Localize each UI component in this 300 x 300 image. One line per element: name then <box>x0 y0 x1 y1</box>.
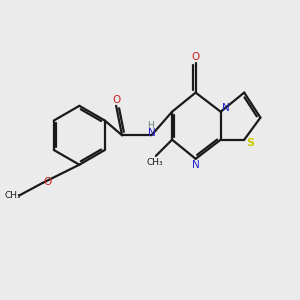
Text: O: O <box>44 176 52 187</box>
Text: N: N <box>192 160 200 170</box>
Text: N: N <box>222 103 230 113</box>
Text: CH₃: CH₃ <box>4 191 21 200</box>
Text: CH₃: CH₃ <box>146 158 163 167</box>
Text: O: O <box>112 95 120 105</box>
Text: N: N <box>148 128 155 138</box>
Text: O: O <box>191 52 199 62</box>
Text: H: H <box>148 122 154 130</box>
Text: S: S <box>247 138 255 148</box>
